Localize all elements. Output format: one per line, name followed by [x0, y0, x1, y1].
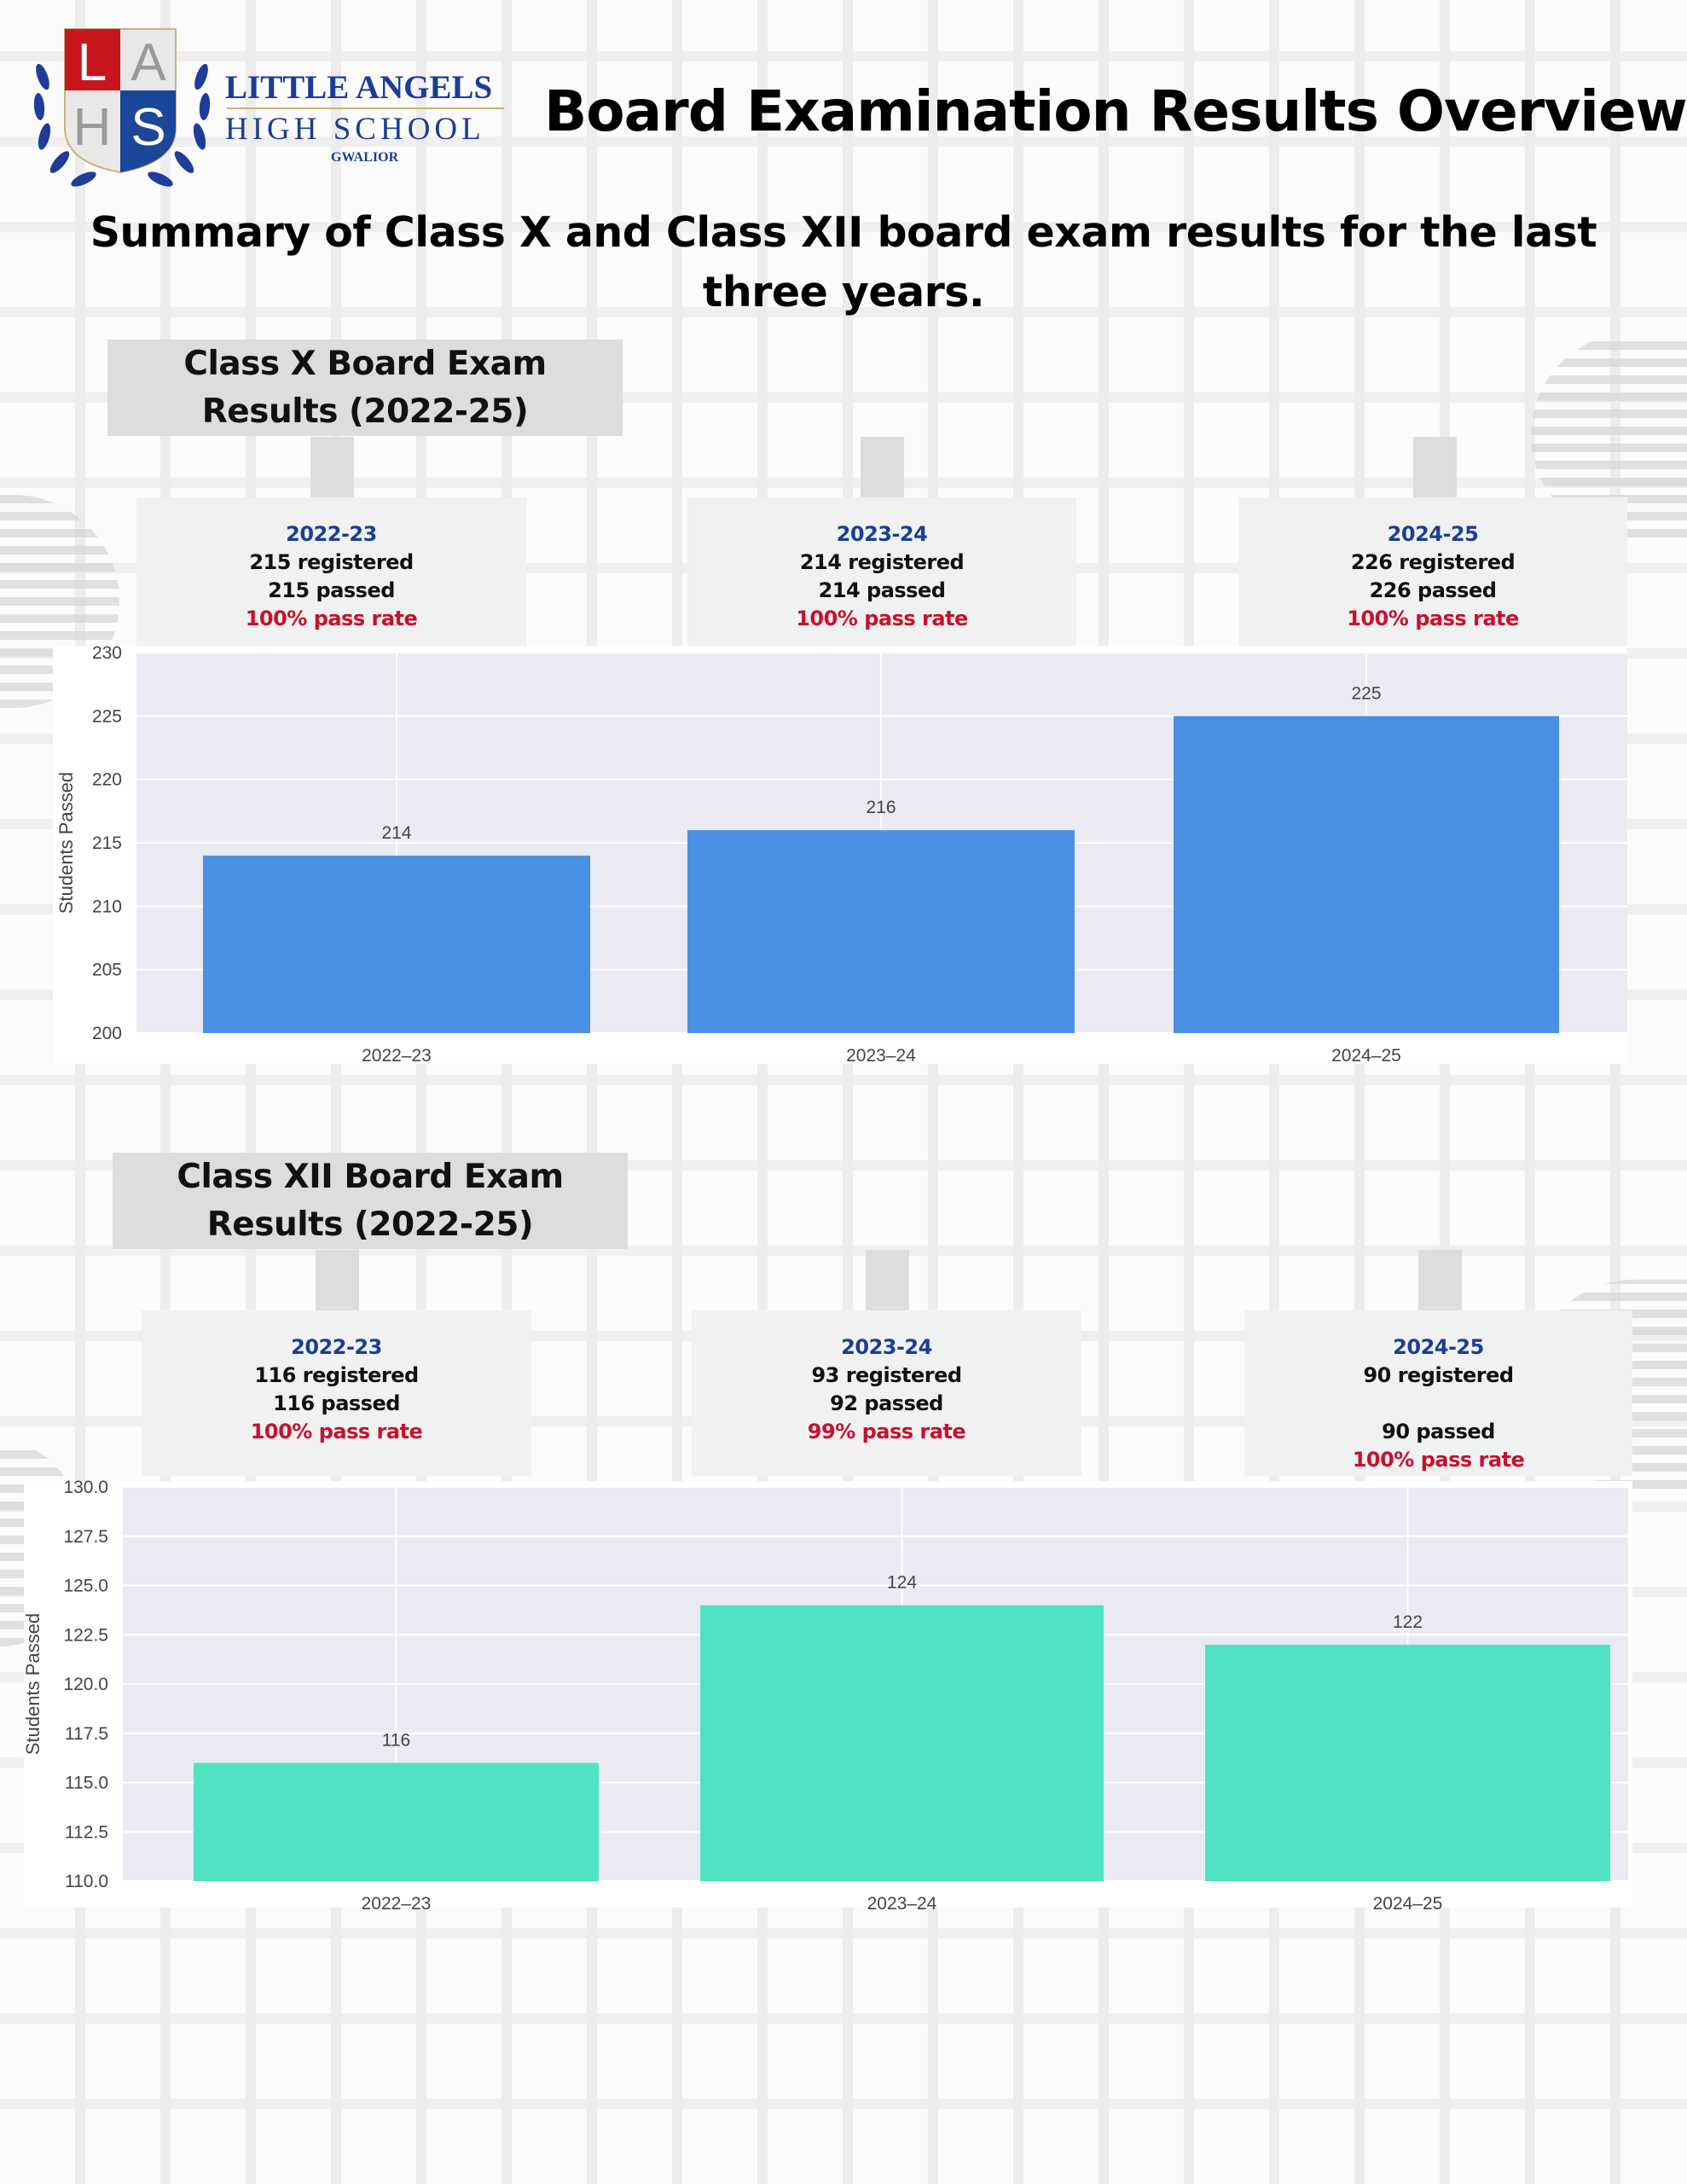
card-year: 2022-23	[286, 522, 377, 546]
y-tick-label: 205	[92, 961, 122, 980]
y-axis-label: Students Passed	[55, 772, 77, 914]
logo-line2: HIGH SCHOOL	[225, 112, 485, 147]
card-passed: 116 passed	[273, 1391, 400, 1415]
logo-line1: LITTLE ANGELS	[225, 69, 493, 106]
connector	[316, 1250, 359, 1310]
card-passed: 215 passed	[268, 578, 395, 602]
card-pass-rate: 100% pass rate	[1347, 607, 1519, 630]
logo-divider	[227, 107, 504, 109]
card-registered: 215 registered	[249, 550, 414, 574]
data-label: 225	[1351, 683, 1381, 703]
result-card: 2022-23 116 registered 116 passed 100% p…	[142, 1310, 531, 1476]
card-passed: 226 passed	[1369, 578, 1497, 602]
y-tick-label: 200	[92, 1024, 122, 1043]
card-registered: 116 registered	[254, 1363, 419, 1387]
card-pass-rate: 100% pass rate	[796, 607, 968, 630]
bar	[203, 855, 590, 1033]
connector	[861, 437, 904, 497]
y-tick-label: 220	[92, 770, 122, 790]
card-year: 2023-24	[841, 1335, 932, 1359]
card-registered: 226 registered	[1350, 550, 1516, 574]
svg-text:A: A	[130, 33, 166, 92]
bar	[687, 830, 1075, 1033]
x-tick-label: 2024–25	[1331, 1046, 1401, 1066]
x-tick-label: 2022–23	[362, 1046, 432, 1066]
card-year: 2024-25	[1387, 522, 1479, 546]
connector	[310, 437, 354, 497]
section-title-class-xii: Class XII Board Exam Results (2022-25)	[113, 1153, 628, 1249]
logo-line3: GWALIOR	[331, 150, 399, 165]
bar	[1174, 716, 1559, 1033]
connector	[866, 1250, 909, 1310]
x-tick-label: 2023–24	[846, 1046, 916, 1066]
svg-text:S: S	[130, 98, 165, 157]
card-pass-rate: 100% pass rate	[1352, 1448, 1525, 1472]
school-logo: L A H S LITTLE ANGELS HIGH SCHOOL GWALIO…	[24, 26, 510, 196]
connector	[1418, 1250, 1462, 1310]
card-registered: 90 registered	[1363, 1363, 1514, 1387]
data-label: 214	[381, 823, 411, 843]
card-year: 2024-25	[1393, 1335, 1484, 1359]
card-year: 2022-23	[291, 1335, 382, 1359]
card-registered: 214 registered	[799, 550, 965, 574]
result-card: 2024-25 226 registered 226 passed 100% p…	[1238, 497, 1627, 646]
y-tick-label: 210	[92, 897, 122, 916]
svg-text:H: H	[73, 98, 112, 157]
card-pass-rate: 100% pass rate	[245, 607, 418, 630]
page-subtitle: Summary of Class X and Class XII board e…	[90, 208, 1597, 317]
crest-icon: L A H S	[33, 28, 211, 187]
card-registered: 93 registered	[811, 1363, 962, 1387]
connector	[1413, 437, 1457, 497]
result-card: 2023-24 214 registered 214 passed 100% p…	[687, 497, 1076, 646]
page-title: Board Examination Results Overview	[544, 78, 1687, 144]
card-pass-rate: 100% pass rate	[250, 1420, 423, 1443]
result-card: 2023-24 93 registered 92 passed 99% pass…	[692, 1310, 1081, 1476]
y-tick-label: 215	[92, 834, 122, 853]
data-label: 216	[866, 798, 896, 817]
card-passed: 214 passed	[818, 578, 946, 602]
result-card: 2024-25 90 registered 90 passed 100% pas…	[1244, 1310, 1632, 1476]
result-card: 2022-23 215 registered 215 passed 100% p…	[136, 497, 526, 646]
card-year: 2023-24	[836, 522, 928, 546]
card-passed: 92 passed	[830, 1391, 943, 1415]
y-tick-label: 230	[92, 643, 122, 663]
card-passed: 90 passed	[1382, 1420, 1495, 1443]
y-tick-label: 225	[92, 706, 122, 726]
card-pass-rate: 99% pass rate	[807, 1420, 966, 1443]
svg-text:L: L	[78, 33, 107, 92]
section-title-class-x: Class X Board Exam Results (2022-25)	[107, 340, 623, 436]
